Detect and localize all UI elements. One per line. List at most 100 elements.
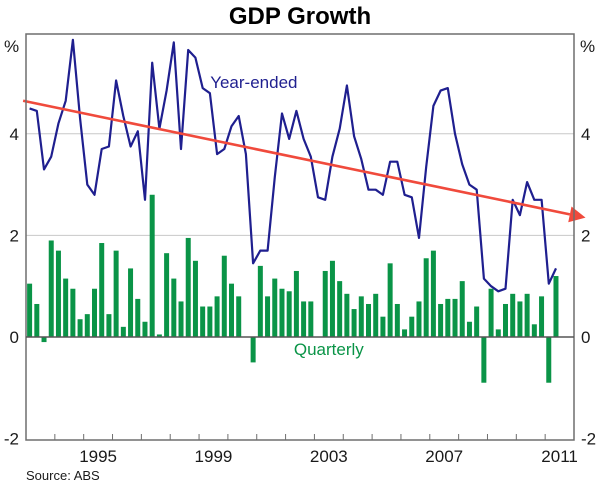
quarterly-bar bbox=[257, 265, 263, 337]
quarterly-bar bbox=[329, 260, 335, 337]
quarterly-bar bbox=[416, 301, 422, 337]
y-axis-unit-left: % bbox=[4, 37, 19, 56]
quarterly-label: Quarterly bbox=[294, 340, 364, 359]
quarterly-bar bbox=[524, 293, 530, 337]
quarterly-bar bbox=[77, 319, 83, 337]
quarterly-bar bbox=[120, 326, 126, 337]
quarterly-bar bbox=[34, 303, 40, 337]
quarterly-bar bbox=[308, 301, 314, 337]
y-tick-labels: -2 -2 0 0 2 2 4 4 bbox=[4, 125, 596, 449]
quarterly-bar bbox=[539, 296, 545, 337]
quarterly-bar bbox=[531, 324, 537, 337]
quarterly-bar bbox=[438, 303, 444, 337]
quarterly-bar bbox=[135, 298, 141, 337]
quarterly-bar bbox=[394, 303, 400, 337]
quarterly-bar bbox=[510, 293, 516, 337]
year-ended-label: Year-ended bbox=[210, 73, 297, 92]
quarterly-bar bbox=[185, 237, 191, 337]
quarterly-bar bbox=[322, 270, 328, 337]
y-tick-label-left: 2 bbox=[10, 226, 19, 245]
year-ended-line-group bbox=[29, 38, 557, 293]
quarterly-bar bbox=[55, 250, 61, 337]
quarterly-bar bbox=[380, 316, 386, 337]
quarterly-bar bbox=[423, 258, 429, 337]
quarterly-bar bbox=[156, 334, 162, 337]
quarterly-bar bbox=[344, 293, 350, 337]
quarterly-bar bbox=[445, 298, 451, 337]
quarterly-bar bbox=[265, 296, 271, 337]
x-tick-label: 2011 bbox=[541, 447, 578, 466]
quarterly-bars bbox=[27, 194, 559, 383]
quarterly-bar bbox=[351, 309, 357, 337]
quarterly-bar bbox=[192, 260, 198, 337]
quarterly-bar bbox=[272, 278, 278, 337]
quarterly-bar bbox=[337, 281, 343, 337]
quarterly-bar bbox=[221, 255, 227, 337]
quarterly-bar bbox=[214, 296, 220, 337]
quarterly-bar bbox=[373, 293, 379, 337]
quarterly-bar bbox=[488, 288, 494, 337]
quarterly-bar bbox=[84, 314, 90, 337]
quarterly-bar bbox=[286, 291, 292, 337]
quarterly-bar bbox=[430, 250, 436, 337]
year-ended-line bbox=[29, 38, 557, 293]
y-tick-label-right: 0 bbox=[581, 328, 590, 347]
y-tick-label-right: 2 bbox=[581, 226, 590, 245]
quarterly-bar bbox=[546, 337, 552, 383]
gridlines bbox=[26, 133, 574, 236]
trend-arrowhead bbox=[568, 206, 586, 223]
quarterly-bar bbox=[495, 329, 501, 337]
quarterly-bar bbox=[293, 270, 299, 337]
quarterly-bar bbox=[553, 276, 559, 337]
quarterly-bar bbox=[481, 337, 487, 383]
quarterly-bar bbox=[178, 301, 184, 337]
quarterly-bar bbox=[409, 316, 415, 337]
x-tick-labels: 1995 1999 2003 2007 2011 bbox=[79, 447, 578, 466]
quarterly-bar bbox=[171, 278, 177, 337]
quarterly-bar bbox=[27, 283, 33, 337]
quarterly-bar bbox=[70, 288, 76, 337]
quarterly-bar bbox=[402, 329, 408, 337]
quarterly-bar bbox=[207, 306, 213, 337]
trend-arrow-group bbox=[22, 99, 586, 223]
y-tick-label-left: 0 bbox=[10, 328, 19, 347]
quarterly-bar bbox=[48, 240, 54, 337]
quarterly-bar bbox=[229, 283, 234, 337]
x-tick-label: 2007 bbox=[425, 447, 463, 466]
chart-title: GDP Growth bbox=[229, 3, 371, 30]
quarterly-bar bbox=[92, 288, 97, 337]
quarterly-bar bbox=[164, 253, 170, 337]
plot-frame bbox=[25, 33, 575, 441]
quarterly-bar bbox=[452, 298, 458, 337]
y-tick-label-left: -2 bbox=[4, 430, 19, 449]
y-tick-label-right: -2 bbox=[581, 430, 596, 449]
quarterly-bar bbox=[358, 296, 364, 337]
quarterly-bar bbox=[99, 243, 105, 337]
quarterly-bar bbox=[387, 263, 393, 337]
x-tick-label: 1999 bbox=[195, 447, 233, 466]
quarterly-bar bbox=[466, 321, 472, 337]
quarterly-bar bbox=[279, 288, 285, 337]
quarterly-bar bbox=[517, 301, 523, 337]
quarterly-bar bbox=[106, 314, 112, 337]
quarterly-bar bbox=[200, 306, 206, 337]
quarterly-bar bbox=[503, 303, 508, 337]
trend-line bbox=[22, 99, 571, 216]
quarterly-bar bbox=[63, 278, 69, 337]
quarterly-bar bbox=[459, 281, 465, 337]
quarterly-bar bbox=[41, 337, 47, 343]
x-tick-label: 2003 bbox=[310, 447, 348, 466]
quarterly-bar bbox=[113, 250, 119, 337]
x-tick-label: 1995 bbox=[79, 447, 117, 466]
y-tick-label-left: 4 bbox=[10, 125, 19, 144]
quarterly-bar bbox=[301, 301, 307, 337]
quarterly-bar bbox=[250, 337, 256, 363]
y-axis-unit-right: % bbox=[580, 37, 595, 56]
quarterly-bar bbox=[142, 321, 148, 337]
annotations: Year-ended Quarterly bbox=[210, 73, 364, 359]
quarterly-bar bbox=[128, 268, 134, 337]
source-note: Source: ABS bbox=[26, 468, 100, 483]
quarterly-bar bbox=[149, 194, 155, 337]
axes bbox=[25, 33, 575, 441]
quarterly-bar bbox=[474, 306, 480, 337]
